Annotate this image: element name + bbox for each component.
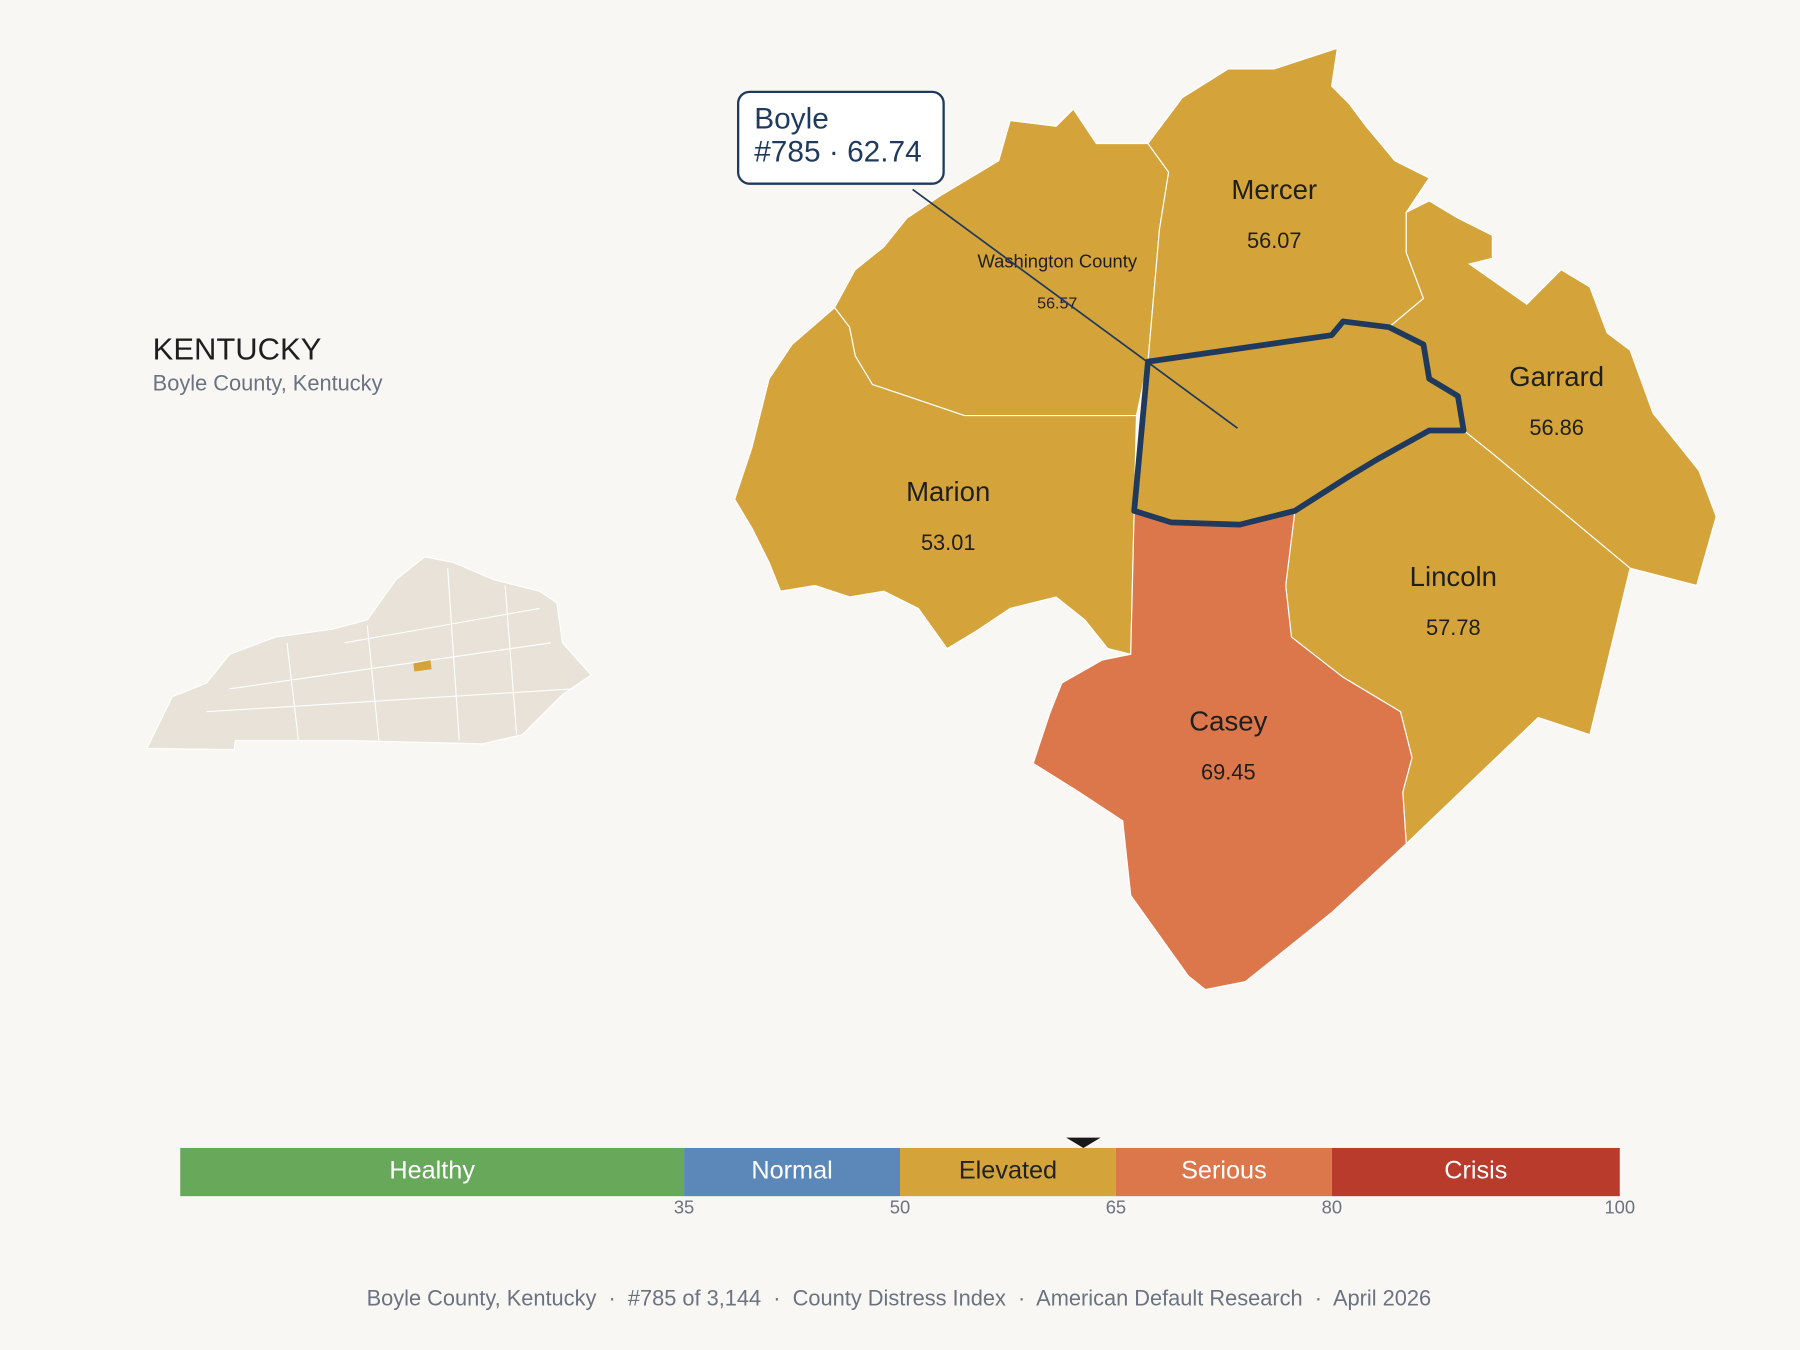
legend-tick-label: 80 [1322, 1197, 1342, 1218]
callout-name: Boyle [754, 102, 829, 135]
county-value: 57.78 [1426, 615, 1481, 640]
county-layer [734, 47, 1717, 991]
legend-band-label: Elevated [959, 1157, 1057, 1185]
legend-band [180, 1147, 685, 1197]
state-shape [146, 556, 593, 751]
legend-band [900, 1147, 1116, 1197]
legend-tick-label: 65 [1106, 1197, 1126, 1218]
state-title: KENTUCKY [153, 331, 322, 366]
legend-tick-label: 50 [890, 1197, 910, 1218]
county-value: 53.01 [921, 530, 976, 555]
county-shape[interactable] [734, 306, 1138, 656]
inset-highlight [413, 660, 432, 672]
legend-band-label: Healthy [389, 1157, 475, 1185]
legend-band-label: Serious [1181, 1157, 1267, 1185]
county-value: 69.45 [1201, 759, 1256, 784]
county-name: Marion [906, 476, 990, 507]
legend-band [1115, 1147, 1332, 1197]
county-name: Casey [1189, 705, 1267, 736]
county-lines [206, 568, 575, 741]
selected-county[interactable] [1131, 318, 1467, 528]
legend-band [684, 1147, 900, 1197]
county-shape[interactable] [1032, 510, 1413, 991]
county-name: Lincoln [1410, 561, 1497, 592]
legend-band [1331, 1147, 1620, 1197]
county-value: 56.07 [1247, 228, 1302, 253]
leader-line [912, 188, 1239, 429]
state-inset [146, 556, 593, 751]
county-name: Garrard [1509, 361, 1604, 392]
legend-band-label: Normal [751, 1157, 832, 1185]
callout-detail: #785 · 62.74 [754, 136, 922, 169]
legend: Healthy Normal Elevated Serious Crisis 35 50 65… [180, 1137, 1635, 1218]
value-marker [1066, 1137, 1101, 1148]
footer: Boyle County, Kentucky · #785 of 3,144 ·… [367, 1285, 1432, 1310]
legend-tick-label: 100 [1604, 1197, 1635, 1218]
callout-box [736, 90, 945, 185]
legend-tick-label: 35 [674, 1197, 694, 1218]
county-value: 56.86 [1529, 415, 1584, 440]
subtitle: Boyle County, Kentucky [153, 370, 383, 395]
county-name: Mercer [1231, 174, 1317, 205]
legend-band-label: Crisis [1444, 1157, 1507, 1185]
county-value: 56.57 [1037, 294, 1077, 312]
